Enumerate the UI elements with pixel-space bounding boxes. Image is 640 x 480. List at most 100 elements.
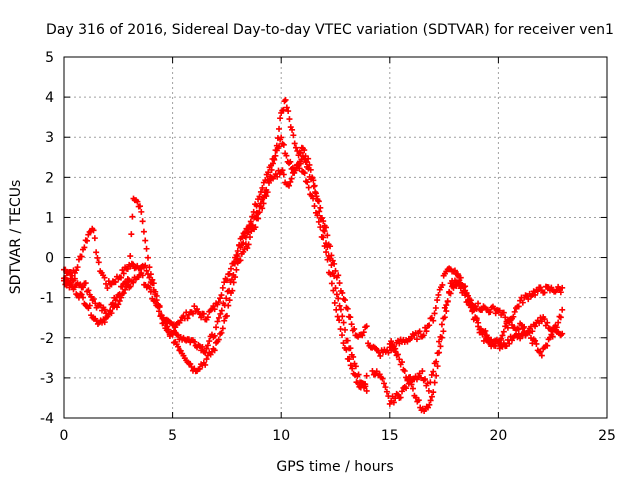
data-point xyxy=(350,353,357,360)
data-point xyxy=(373,368,380,375)
data-point xyxy=(399,359,406,366)
data-point xyxy=(129,213,136,220)
data-point xyxy=(142,262,149,269)
data-point xyxy=(305,155,312,162)
data-point xyxy=(521,323,528,330)
data-point xyxy=(551,324,558,331)
data-point xyxy=(403,385,410,392)
data-point xyxy=(310,183,317,190)
data-point xyxy=(438,334,445,341)
x-axis-label: GPS time / hours xyxy=(276,459,393,475)
data-point xyxy=(324,244,331,251)
data-point xyxy=(433,372,440,379)
data-point xyxy=(290,132,297,139)
data-point xyxy=(200,310,207,317)
data-point xyxy=(431,310,438,317)
data-point xyxy=(122,286,129,293)
data-point xyxy=(351,325,358,332)
data-point xyxy=(211,347,218,354)
data-point xyxy=(198,314,205,321)
data-point xyxy=(487,309,494,316)
data-point xyxy=(144,254,151,261)
data-point xyxy=(355,371,362,378)
data-point xyxy=(394,351,401,358)
data-point xyxy=(139,272,146,279)
data-point xyxy=(499,332,506,339)
data-point xyxy=(291,140,298,147)
data-point xyxy=(184,315,191,322)
data-point xyxy=(74,264,81,271)
data-point xyxy=(225,302,232,309)
data-point xyxy=(446,289,453,296)
data-point xyxy=(324,232,331,239)
data-point xyxy=(246,234,253,241)
data-point xyxy=(513,326,520,333)
data-point xyxy=(421,376,428,383)
data-point xyxy=(85,287,92,294)
data-point xyxy=(515,303,522,310)
data-point xyxy=(320,234,327,241)
data-point xyxy=(226,270,233,277)
data-point xyxy=(302,159,309,166)
data-point xyxy=(165,326,172,333)
data-point xyxy=(288,175,295,182)
data-point xyxy=(177,317,184,324)
data-point xyxy=(137,203,144,210)
data-point xyxy=(457,274,464,281)
data-point xyxy=(428,393,435,400)
data-point xyxy=(511,308,518,315)
data-point xyxy=(323,249,330,256)
x-tick-label: 20 xyxy=(489,428,507,444)
data-point xyxy=(213,324,220,331)
data-point xyxy=(444,298,451,305)
data-point xyxy=(534,288,541,295)
data-point xyxy=(278,134,285,141)
y-tick-label: -1 xyxy=(40,291,54,307)
data-point xyxy=(204,342,211,349)
data-point xyxy=(147,271,154,278)
data-point xyxy=(172,324,179,331)
data-point xyxy=(286,116,293,123)
data-point xyxy=(259,184,266,191)
data-point xyxy=(439,281,446,288)
data-point xyxy=(504,324,511,331)
x-tick-label: 25 xyxy=(598,428,616,444)
data-point xyxy=(287,158,294,165)
data-point xyxy=(80,284,87,291)
data-point xyxy=(289,126,296,133)
data-point xyxy=(236,242,243,249)
data-point xyxy=(443,302,450,309)
data-point xyxy=(312,189,319,196)
data-point xyxy=(78,291,85,298)
data-point xyxy=(555,319,562,326)
data-point xyxy=(538,352,545,359)
data-point xyxy=(409,385,416,392)
data-point xyxy=(314,197,321,204)
data-point xyxy=(280,141,287,148)
axis-ticks: 0 5 10 15 20 25 -4 -3 -2 -1 0 1 2 3 4 5 xyxy=(40,50,616,444)
data-point xyxy=(101,274,108,281)
data-point xyxy=(143,245,150,252)
data-point xyxy=(425,387,432,394)
data-point xyxy=(256,209,263,216)
data-point xyxy=(322,224,329,231)
data-point xyxy=(226,297,233,304)
data-point xyxy=(532,323,539,330)
data-point xyxy=(348,321,355,328)
data-point xyxy=(260,200,267,207)
data-point xyxy=(315,218,322,225)
data-point xyxy=(196,365,203,372)
data-point xyxy=(217,295,224,302)
data-point xyxy=(175,343,182,350)
data-point xyxy=(339,289,346,296)
data-point xyxy=(469,307,476,314)
data-point xyxy=(164,323,171,330)
chart-title: Day 316 of 2016, Sidereal Day-to-day VTE… xyxy=(46,22,614,38)
data-point xyxy=(95,259,102,266)
data-point xyxy=(71,284,78,291)
data-point xyxy=(228,276,235,283)
data-point xyxy=(340,319,347,326)
data-point xyxy=(510,313,517,320)
data-point xyxy=(401,367,408,374)
